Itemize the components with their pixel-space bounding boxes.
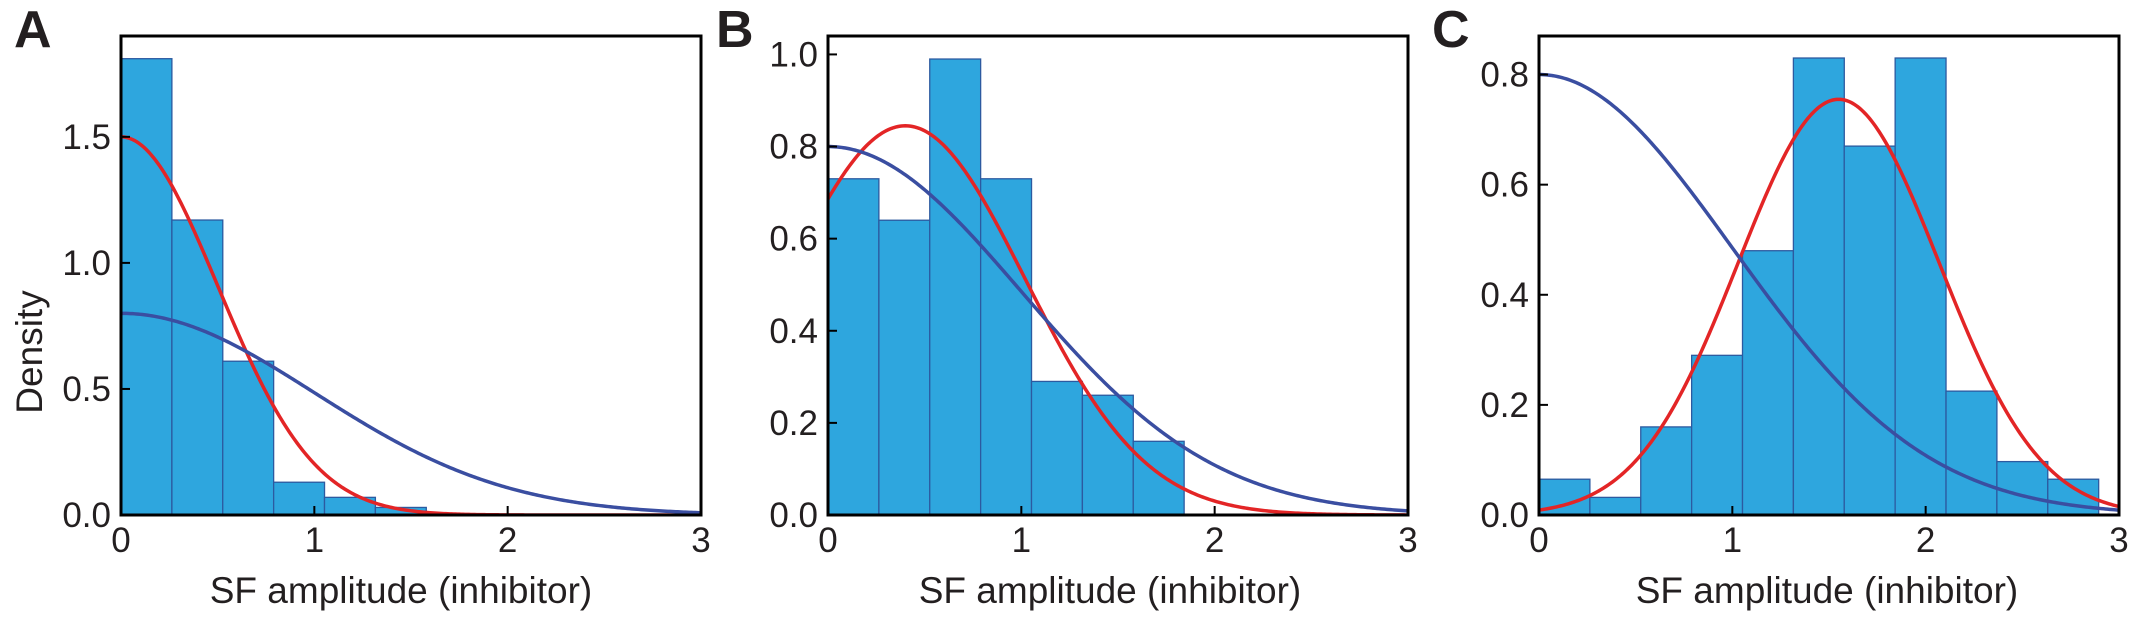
y-tick-label: 0.4	[1480, 276, 1529, 315]
histogram-bar	[979, 178, 1033, 516]
histogram-bar	[1843, 145, 1896, 516]
y-axis-title: Density	[9, 290, 50, 414]
x-tick-label: 3	[1398, 521, 1417, 560]
y-tick-label: 0.0	[769, 496, 818, 535]
x-tick-label: 0	[111, 521, 130, 560]
histogram-bar	[120, 58, 173, 516]
y-tick-label: 0.2	[1480, 386, 1529, 425]
y-tick-label: 0.2	[769, 404, 818, 443]
histogram-bar	[1741, 250, 1795, 516]
y-tick-label: 0.5	[62, 370, 111, 409]
histogram-bar	[1132, 440, 1185, 516]
histogram-bar	[1640, 426, 1693, 516]
histogram-bar	[272, 481, 326, 516]
y-tick-label: 0.8	[769, 128, 818, 167]
y-tick-label: 1.0	[769, 35, 818, 74]
panel-letter-c: C	[1432, 1, 1470, 59]
histogram-bar	[1945, 390, 1998, 516]
histogram-bar	[1690, 354, 1744, 516]
x-tick-label: 1	[1012, 521, 1031, 560]
x-tick-label: 1	[1723, 521, 1742, 560]
y-tick-label: 0.4	[769, 312, 818, 351]
y-tick-label: 0.6	[1480, 166, 1529, 205]
histogram-bar	[171, 219, 224, 516]
x-tick-label: 1	[305, 521, 324, 560]
x-tick-label: 2	[1205, 521, 1224, 560]
panel-a: A Density SF amplitude (inhibitor) 0 1 2 3 0…	[9, 1, 711, 611]
x-tick-label: 3	[691, 521, 710, 560]
y-tick-label: 0.0	[62, 496, 111, 535]
panel-letter-a: A	[14, 1, 52, 59]
fit-curve	[121, 135, 701, 515]
fit-curve	[121, 311, 701, 515]
x-tick-label: 2	[1916, 521, 1935, 560]
fit-curve	[1539, 97, 2119, 512]
histogram-bar	[1792, 57, 1845, 516]
histogram-bar	[1996, 460, 2049, 516]
x-axis-title: SF amplitude (inhibitor)	[1636, 570, 2018, 611]
histogram-bar	[1081, 394, 1134, 516]
panel-c: C SF amplitude (inhibitor) 0 1 2 3 0.0 0.2 0.4…	[1432, 1, 2129, 611]
histogram-bar	[1589, 496, 1642, 516]
histogram-bar	[222, 360, 275, 516]
x-axis-title: SF amplitude (inhibitor)	[210, 570, 592, 611]
histogram-bar	[929, 58, 982, 516]
fit-curve	[1539, 72, 2119, 512]
y-tick-label: 1.0	[62, 244, 111, 283]
x-axis-title: SF amplitude (inhibitor)	[919, 570, 1301, 611]
x-tick-label: 2	[498, 521, 517, 560]
y-tick-label: 0.0	[1480, 496, 1529, 535]
fit-curve	[828, 144, 1408, 513]
y-tick-label: 0.6	[769, 220, 818, 259]
y-tick-label: 1.5	[62, 118, 111, 157]
plot-frame	[1537, 34, 2121, 517]
plot-frame	[119, 34, 703, 517]
x-tick-label: 0	[1529, 521, 1548, 560]
histogram-bar	[878, 219, 931, 516]
histogram-bar	[827, 178, 880, 516]
y-tick-label: 0.8	[1480, 56, 1529, 95]
histogram-bar	[1030, 380, 1084, 516]
histogram-bar	[1894, 57, 1947, 516]
panel-letter-b: B	[716, 1, 754, 59]
x-tick-label: 0	[818, 521, 837, 560]
panel-b: B SF amplitude (inhibitor) 0 1 2 3 0.0 0.2 0.4…	[716, 1, 1418, 611]
plot-frame	[826, 34, 1410, 517]
x-tick-label: 3	[2109, 521, 2128, 560]
